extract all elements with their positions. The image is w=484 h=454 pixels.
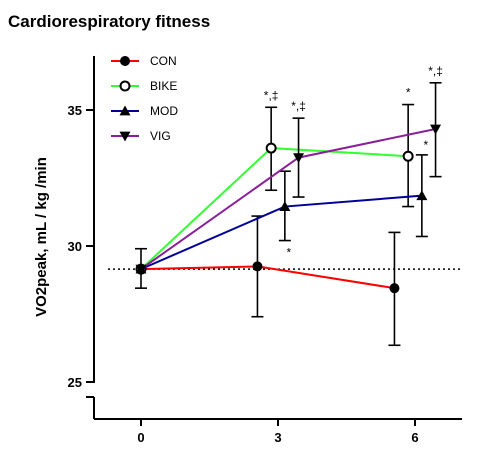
- axes: 35 30 25 0 3 6 VO2peak, mL / kg /min: [33, 56, 462, 445]
- legend-label-bike: BIKE: [150, 79, 177, 93]
- x-tick-label-6: 6: [411, 430, 418, 445]
- legend-label-con: CON: [150, 54, 177, 68]
- x-tick-label-3: 3: [274, 430, 281, 445]
- chart-title: Cardiorespiratory fitness: [8, 12, 210, 31]
- annotation-bike-2: *: [406, 86, 411, 100]
- legend-marker-mod: [119, 105, 131, 116]
- legend-marker-bike: [119, 80, 131, 92]
- data-point-vig-2: [430, 124, 442, 135]
- data-point-vig-0: [135, 264, 147, 275]
- series-con: [135, 215, 401, 347]
- y-tick-label-30: 30: [68, 239, 82, 254]
- series-bike: *,‡ *: [135, 86, 415, 275]
- data-point-con-2: [389, 283, 400, 294]
- data-point-vig-1: [293, 153, 305, 164]
- legend: CON BIKE MOD VIG: [111, 54, 178, 143]
- y-tick-label-35: 35: [68, 103, 82, 118]
- data-point-mod-1: [279, 201, 291, 211]
- series-layer: *,‡ ****,‡*,‡: [135, 64, 443, 347]
- legend-marker-vig: [119, 131, 131, 142]
- legend-marker-con: [120, 56, 130, 66]
- series-vig: *,‡ *,‡: [135, 64, 443, 275]
- series-mod: **: [135, 138, 429, 274]
- series-line-mod: [140, 194, 422, 271]
- annotation-vig-2: *,‡: [428, 64, 443, 78]
- annotation-mod-2: *: [424, 138, 429, 152]
- y-axis-label: VO2peak, mL / kg /min: [33, 157, 50, 317]
- x-tick-label-0: 0: [137, 430, 144, 445]
- data-point-bike-2: [402, 150, 414, 162]
- data-point-mod-2: [416, 190, 428, 201]
- data-point-bike-1: [265, 142, 277, 154]
- annotation-mod-1: *: [287, 246, 292, 260]
- y-tick-label-25: 25: [68, 375, 82, 390]
- data-point-con-1: [252, 261, 263, 272]
- annotation-bike-1: *,‡: [264, 88, 279, 102]
- legend-label-vig: VIG: [150, 129, 171, 143]
- annotation-vig-1: *,‡: [291, 99, 306, 113]
- legend-label-mod: MOD: [150, 104, 178, 118]
